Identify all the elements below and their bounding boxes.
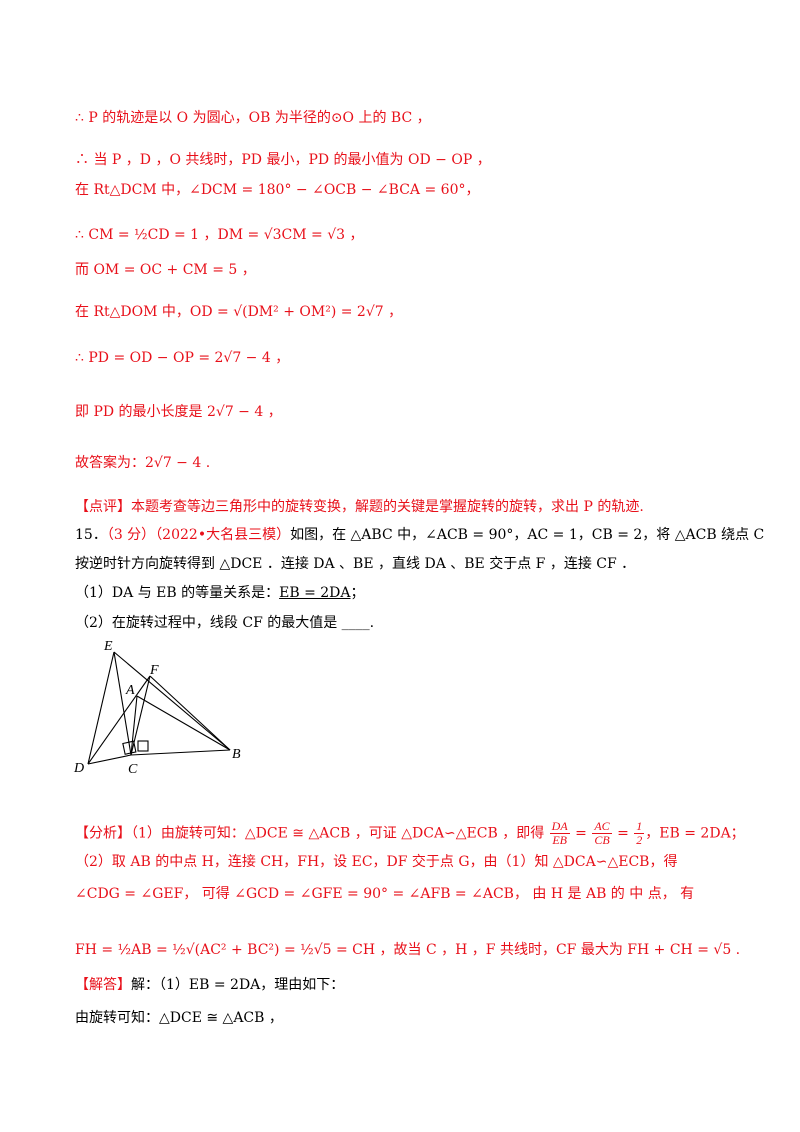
- solution-line-3: 在 Rt△DCM 中，∠DCM = 180° − ∠OCB − ∠BCA = 6…: [75, 182, 480, 198]
- fraction-da-eb: DA EB: [549, 819, 570, 847]
- problem-number: 15．: [75, 527, 107, 543]
- answer-line-1: 【解答】解：（1）EB = 2DA，理由如下：: [75, 975, 760, 995]
- segment-EC: [113, 651, 132, 756]
- analysis-tag: 【分析】: [75, 825, 131, 842]
- right-angle-mark-1: [122, 740, 137, 755]
- label-E: E: [103, 639, 113, 654]
- segment-ED: [87, 651, 115, 765]
- solution-line-8: 即 PD 的最小长度是 2√7 − 4 ，: [75, 404, 282, 420]
- solution-line-7: ∴ PD = OD − OP = 2√7 − 4 ，: [75, 350, 290, 366]
- question-2: （2）在旋转过程中，线段 CF 的最大值是 ____.: [75, 615, 375, 631]
- solution-line-1: ∴ P 的轨迹是以 O 为圆心，OB 为半径的⊙O 上的 BC ，: [75, 110, 431, 126]
- analysis-text-1a: （1）由旋转可知：△DCE ≅ △ACB ，可证 △DCA∽△ECB ，即得: [131, 825, 545, 842]
- segment-DC: [87, 754, 132, 765]
- question-1-prefix: （1）DA 与 EB 的等量关系是：: [75, 585, 280, 601]
- answer-text-1: 解：（1）EB = 2DA，理由如下：: [131, 977, 345, 993]
- solution-line-5: 而 OM = OC + CM = 5 ，: [75, 262, 256, 278]
- label-D: D: [73, 761, 84, 776]
- analysis-equals-2: =: [612, 825, 634, 842]
- question-1-suffix: ；: [350, 585, 365, 601]
- comment-text: 本题考查等边三角形中的旋转变换，解题的关键是掌握旋转的旋转，求出 P 的轨迹.: [131, 499, 644, 515]
- problem-statement-1: 如图，在 △ABC 中，∠ACB = 90°，AC = 1，CB = 2，将 △…: [290, 527, 765, 543]
- problem-line-2: 按逆时针方向旋转得到 △DCE ．连接 DA 、BE ，直线 DA 、BE 交于…: [75, 556, 636, 572]
- solution-line-2: ∴ 当 P ，D ，O 共线时，PD 最小，PD 的最小值为 OD − OP ，: [75, 152, 491, 168]
- fraction-da-eb-numerator: DA: [549, 819, 570, 834]
- segment-AB: [136, 695, 231, 751]
- analysis-line-2: （2）取 AB 的中点 H，连接 CH，FH，设 EC，DF 交于点 G，由（1…: [75, 854, 678, 870]
- segment-CB: [130, 749, 231, 756]
- question-1: （1）DA 与 EB 的等量关系是：EB = 2DA；: [75, 583, 760, 603]
- problem-score: （3 分）: [106, 527, 156, 543]
- solution-line-4: ∴ CM = ½CD = 1 ，DM = √3CM = √3 ，: [75, 227, 364, 243]
- analysis-line-4: FH = ½AB = ½√(AC² + BC²) = ½√5 = CH ，故当 …: [75, 942, 741, 958]
- label-A: A: [125, 683, 135, 698]
- solution-line-9: 故答案为：2√7 − 4 .: [75, 455, 211, 471]
- analysis-line-1: 【分析】（1）由旋转可知：△DCE ≅ △ACB ，可证 △DCA∽△ECB ，…: [75, 820, 760, 847]
- problem-source: （2022•大名县三模）: [155, 527, 291, 543]
- answer-tag: 【解答】: [75, 977, 131, 993]
- comment: 【点评】本题考查等边三角形中的旋转变换，解题的关键是掌握旋转的旋转，求出 P 的…: [75, 497, 760, 517]
- answer-line-2: 由旋转可知：△DCE ≅ △ACB ，: [75, 1010, 283, 1026]
- problem-line-1: 15．（3 分）（2022•大名县三模）如图，在 △ABC 中，∠ACB = 9…: [75, 525, 764, 545]
- analysis-equals-1: =: [570, 825, 592, 842]
- label-C: C: [128, 762, 138, 777]
- fraction-ac-cb: AC CB: [592, 819, 612, 847]
- fraction-da-eb-denominator: EB: [552, 833, 567, 847]
- geometry-figure: E F A D C B: [73, 639, 241, 777]
- analysis-text-1b: ，EB = 2DA；: [645, 825, 745, 842]
- analysis-line-3: ∠CDG = ∠GEF， 可得 ∠GCD = ∠GFE = 90° = ∠AFB…: [75, 886, 695, 902]
- fraction-ac-cb-numerator: AC: [592, 819, 612, 834]
- segment-EB: [113, 651, 231, 751]
- fraction-ac-cb-denominator: CB: [594, 833, 610, 847]
- fraction-one-half-denominator: 2: [636, 833, 643, 847]
- segment-FB: [149, 675, 231, 751]
- segment-CA: [130, 695, 138, 756]
- question-1-answer: EB = 2DA: [279, 585, 351, 601]
- segment-DF: [87, 675, 151, 765]
- fraction-one-half-numerator: 1: [634, 819, 645, 834]
- right-angle-mark-2: [137, 740, 149, 752]
- solution-line-6: 在 Rt△DOM 中，OD = √(DM² + OM²) = 2√7 ，: [75, 304, 403, 320]
- label-F: F: [149, 663, 159, 678]
- comment-tag: 【点评】: [75, 499, 131, 515]
- label-B: B: [232, 747, 241, 762]
